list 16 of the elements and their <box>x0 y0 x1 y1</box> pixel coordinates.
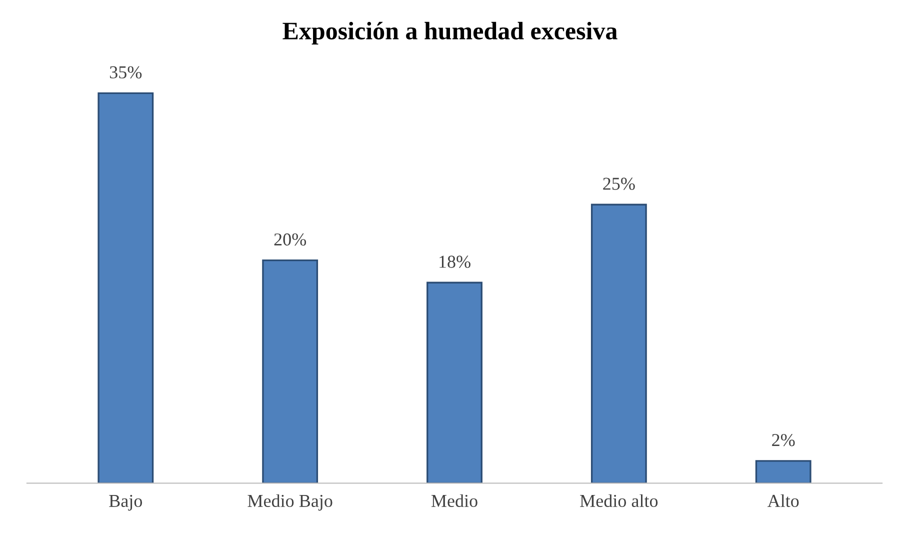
bar <box>262 260 318 484</box>
chart-title: Exposición a humedad excesiva <box>282 22 618 45</box>
data-label: 18% <box>440 256 470 268</box>
x-tick-label: Bajo <box>109 494 142 511</box>
bar <box>590 204 647 484</box>
x-tick-label: Medio alto <box>580 494 658 508</box>
bar <box>98 92 154 484</box>
data-label: 20% <box>274 233 306 246</box>
bar <box>755 460 812 484</box>
x-tick-label: Medio Bajo <box>248 494 332 511</box>
data-label: 35% <box>110 66 142 78</box>
data-label: 25% <box>603 178 635 190</box>
data-label: 2% <box>772 434 795 446</box>
x-tick-label: Medio <box>431 494 478 508</box>
x-tick-label: Alto <box>767 494 799 508</box>
bar <box>426 282 482 484</box>
